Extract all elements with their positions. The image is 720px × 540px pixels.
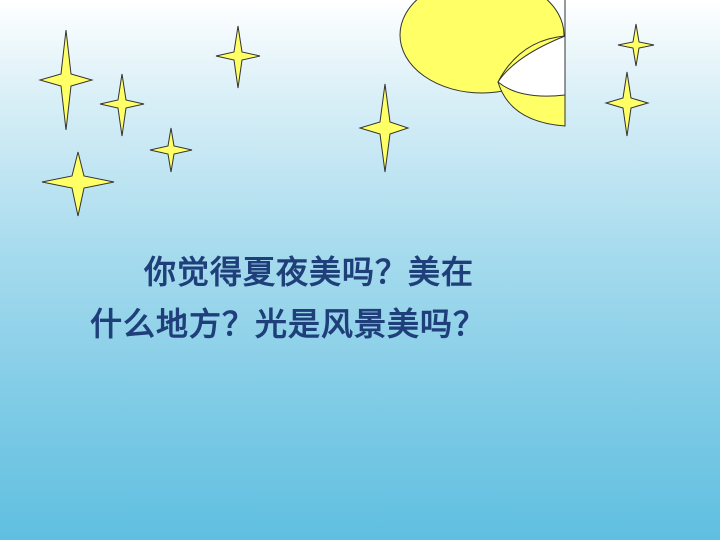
star-icon xyxy=(215,25,261,89)
star-icon xyxy=(604,71,650,137)
moon-icon xyxy=(399,0,566,127)
star-icon xyxy=(617,23,655,67)
slide-question-text: 你觉得夏夜美吗？美在 什么地方？光是风景美吗？ xyxy=(90,246,610,350)
star-icon xyxy=(358,83,410,173)
question-line-1: 你觉得夏夜美吗？美在 xyxy=(144,253,475,291)
star-icon xyxy=(149,127,193,173)
question-line-2: 什么地方？光是风景美吗？ xyxy=(90,305,487,343)
star-icon xyxy=(38,29,94,131)
star-icon xyxy=(41,151,115,217)
star-icon xyxy=(99,73,145,137)
